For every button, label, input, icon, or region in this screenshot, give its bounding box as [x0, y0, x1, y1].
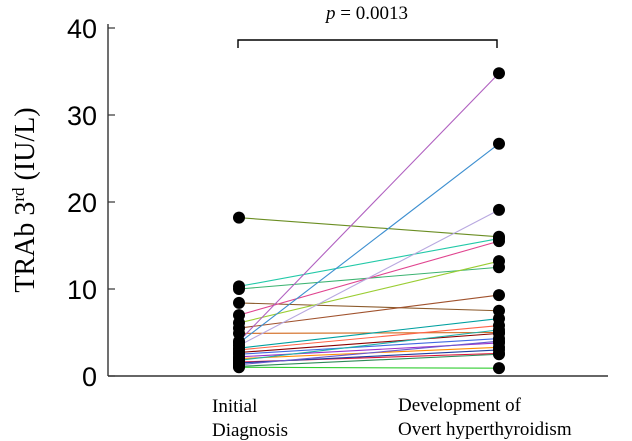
- point-overt-11: [493, 203, 505, 216]
- point-overt-10: [493, 137, 505, 150]
- pair-line-12: [238, 318, 500, 349]
- point-overt-5: [493, 235, 505, 248]
- y-axis-label: TRAb 3rd (IU/L): [9, 107, 41, 292]
- pair-lines: [238, 72, 500, 369]
- y-ticks: 0 10 20 30 40: [67, 14, 115, 392]
- pair-line-4: [238, 302, 500, 312]
- y-tick-label: 0: [82, 362, 97, 392]
- pair-line-10: [238, 143, 500, 344]
- p-value-annotation: p = 0.0013: [324, 3, 408, 24]
- point-overt-23: [493, 362, 505, 375]
- point-overt-6: [493, 255, 505, 268]
- y-tick-label: 40: [67, 14, 97, 44]
- pair-line-23: [238, 366, 500, 369]
- pair-line-6: [238, 260, 500, 324]
- pair-line-2: [238, 237, 500, 287]
- point-overt-22: [493, 348, 505, 361]
- point-overt-21: [493, 335, 505, 348]
- axes: [107, 24, 608, 377]
- pair-line-22: [238, 353, 500, 367]
- pair-line-14: [238, 332, 500, 354]
- pair-line-11: [238, 209, 500, 347]
- x-category-labels: Initial Diagnosis Development of Overt h…: [212, 395, 572, 441]
- point-initial-3: [233, 283, 245, 295]
- pair-line-21: [238, 340, 500, 366]
- category-label-overt: Development of Overt hyperthyroidism: [398, 395, 572, 440]
- category-label-initial: Initial Diagnosis: [212, 396, 288, 441]
- point-overt-7: [493, 289, 505, 302]
- y-tick-label: 10: [67, 275, 97, 305]
- pair-line-18: [238, 329, 500, 361]
- pair-line-1: [238, 217, 500, 238]
- point-initial-23: [233, 361, 245, 374]
- pair-line-13: [238, 324, 500, 351]
- point-initial-1: [233, 211, 245, 224]
- significance-bracket: [237, 39, 498, 48]
- point-initial-4: [233, 296, 245, 309]
- point-overt-18: [493, 323, 505, 336]
- pair-line-15: [238, 338, 500, 355]
- data-points: [233, 67, 505, 375]
- point-overt-9: [493, 67, 505, 80]
- y-tick-label: 30: [67, 101, 97, 131]
- pair-line-9: [238, 72, 500, 342]
- y-tick-label: 20: [67, 188, 97, 218]
